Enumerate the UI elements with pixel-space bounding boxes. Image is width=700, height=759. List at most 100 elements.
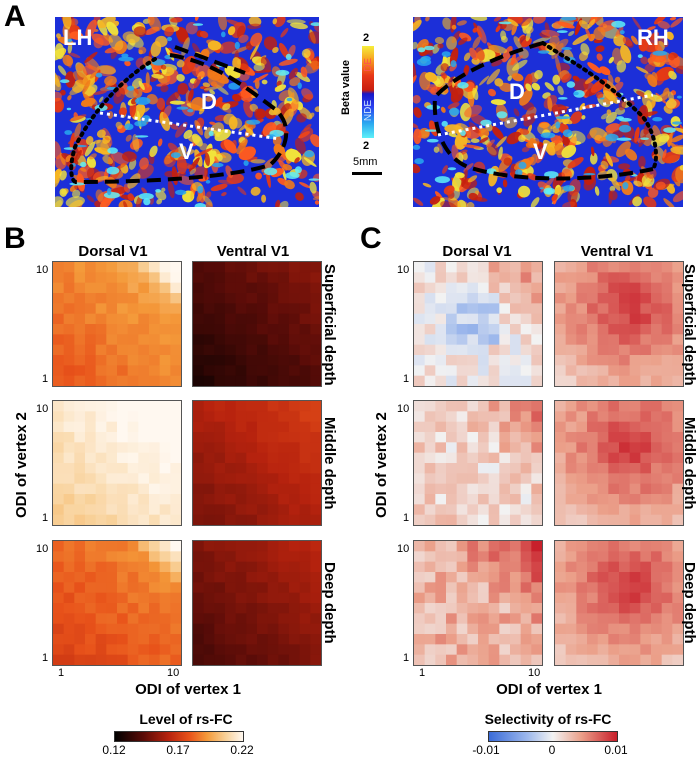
beta-legend: 2 DE NDE Beta value 2 5mm — [335, 32, 395, 184]
heatmap-cell — [257, 561, 269, 573]
heatmap-cell — [672, 561, 683, 573]
heatmap-cell — [446, 293, 458, 304]
lh-brain-map: LH D V — [55, 17, 319, 207]
heatmap-cell — [170, 572, 181, 583]
heatmap-cell — [170, 634, 181, 645]
heatmap-cell — [424, 375, 436, 386]
heatmap-cell — [278, 282, 290, 294]
heatmap-cell — [289, 421, 301, 433]
b-row-title-middle: Middle depth — [321, 416, 338, 510]
heatmap-cell — [235, 324, 247, 335]
heatmap-cell — [74, 582, 86, 594]
heatmap-cell — [193, 561, 205, 573]
heatmap-cell — [278, 324, 290, 335]
heatmap-cell — [257, 262, 269, 273]
b-tick-y-1-1: 1 — [42, 373, 49, 385]
heatmap-cell — [299, 365, 311, 377]
heatmap-cell — [478, 644, 490, 656]
heatmap-cell — [310, 551, 321, 563]
heatmap-cell — [456, 483, 468, 495]
heatmap-cell — [435, 334, 447, 346]
heatmap-cell — [435, 561, 447, 573]
heatmap-cell — [257, 623, 269, 635]
heatmap-cell — [235, 561, 247, 573]
heatmap-cell — [467, 551, 479, 563]
heatmap-cell — [467, 634, 479, 645]
heatmap-cell — [289, 483, 301, 495]
heatmap-cell — [565, 442, 577, 454]
heatmap-cell — [138, 654, 150, 665]
heatmap-cell — [159, 421, 171, 433]
heatmap-cell — [299, 504, 311, 516]
heatmap-cell — [619, 365, 631, 377]
heatmap-cell — [424, 473, 436, 485]
heatmap-cell — [640, 541, 652, 552]
heatmap-cell — [565, 473, 577, 485]
heatmap-cell — [138, 355, 150, 366]
heatmap-cell — [53, 272, 65, 284]
heatmap-cell — [267, 483, 279, 495]
heatmap-cell — [310, 634, 321, 645]
heatmap-cell — [651, 293, 663, 304]
heatmap-cell — [74, 344, 86, 356]
heatmap-cell — [520, 613, 532, 625]
heatmap-cell — [456, 324, 468, 335]
heatmap-cell — [510, 654, 522, 665]
heatmap-cell — [467, 514, 479, 525]
v1-boundary — [432, 41, 654, 181]
heatmap-cell — [651, 272, 663, 284]
heatmap-cell — [257, 494, 269, 505]
heatmap-cell — [235, 262, 247, 273]
heatmap-cell — [310, 582, 321, 594]
heatmap-cell — [225, 644, 237, 656]
heatmap-cell — [63, 592, 75, 604]
heatmap-cell — [310, 463, 321, 474]
b-heatmap-dorsal-middle — [52, 400, 182, 526]
heatmap-cell — [520, 282, 532, 294]
heatmap-cell — [299, 483, 311, 495]
heatmap-cell — [467, 463, 479, 474]
heatmap-cell — [608, 592, 620, 604]
heatmap-cell — [565, 561, 577, 573]
heatmap-cell — [127, 483, 139, 495]
heatmap-cell — [170, 582, 181, 594]
heatmap-cell — [597, 561, 609, 573]
heatmap-cell — [424, 411, 436, 423]
heatmap-cell — [446, 634, 458, 645]
heatmap-cell — [414, 313, 426, 325]
heatmap-cell — [640, 634, 652, 645]
heatmap-cell — [127, 375, 139, 386]
heatmap-cell — [299, 262, 311, 273]
c-tick-y-10-3: 10 — [397, 543, 410, 555]
b-colorbar-tick-2: 0.22 — [230, 743, 254, 757]
heatmap-cell — [203, 644, 215, 656]
heatmap-cell — [63, 644, 75, 656]
heatmap-cell — [576, 494, 588, 505]
c-tick-x-10: 10 — [528, 667, 541, 679]
heatmap-cell — [289, 432, 301, 443]
heatmap-cell — [424, 421, 436, 433]
heatmap-cell — [661, 411, 673, 423]
heatmap-cell — [576, 654, 588, 665]
heatmap-cell — [117, 603, 129, 614]
heatmap-cell — [608, 644, 620, 656]
heatmap-cell — [587, 452, 599, 464]
heatmap-cell — [446, 561, 458, 573]
heatmap-cell — [597, 355, 609, 366]
heatmap-cell — [95, 324, 107, 335]
heatmap-cell — [531, 654, 542, 665]
heatmap-cell — [499, 613, 511, 625]
heatmap-cell — [63, 365, 75, 377]
heatmap-cell — [95, 551, 107, 563]
heatmap-cell — [85, 452, 97, 464]
heatmap-cell — [619, 293, 631, 304]
heatmap-cell — [510, 293, 522, 304]
heatmap-cell — [203, 541, 215, 552]
heatmap-cell — [587, 355, 599, 366]
heatmap-cell — [138, 262, 150, 273]
heatmap-cell — [565, 334, 577, 346]
heatmap-cell — [63, 442, 75, 454]
heatmap-cell — [467, 272, 479, 284]
heatmap-cell — [85, 644, 97, 656]
heatmap-cell — [138, 293, 150, 304]
